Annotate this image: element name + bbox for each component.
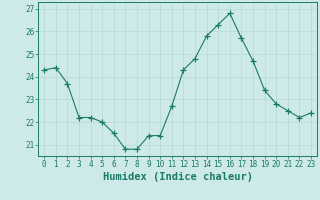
X-axis label: Humidex (Indice chaleur): Humidex (Indice chaleur) <box>103 172 252 182</box>
